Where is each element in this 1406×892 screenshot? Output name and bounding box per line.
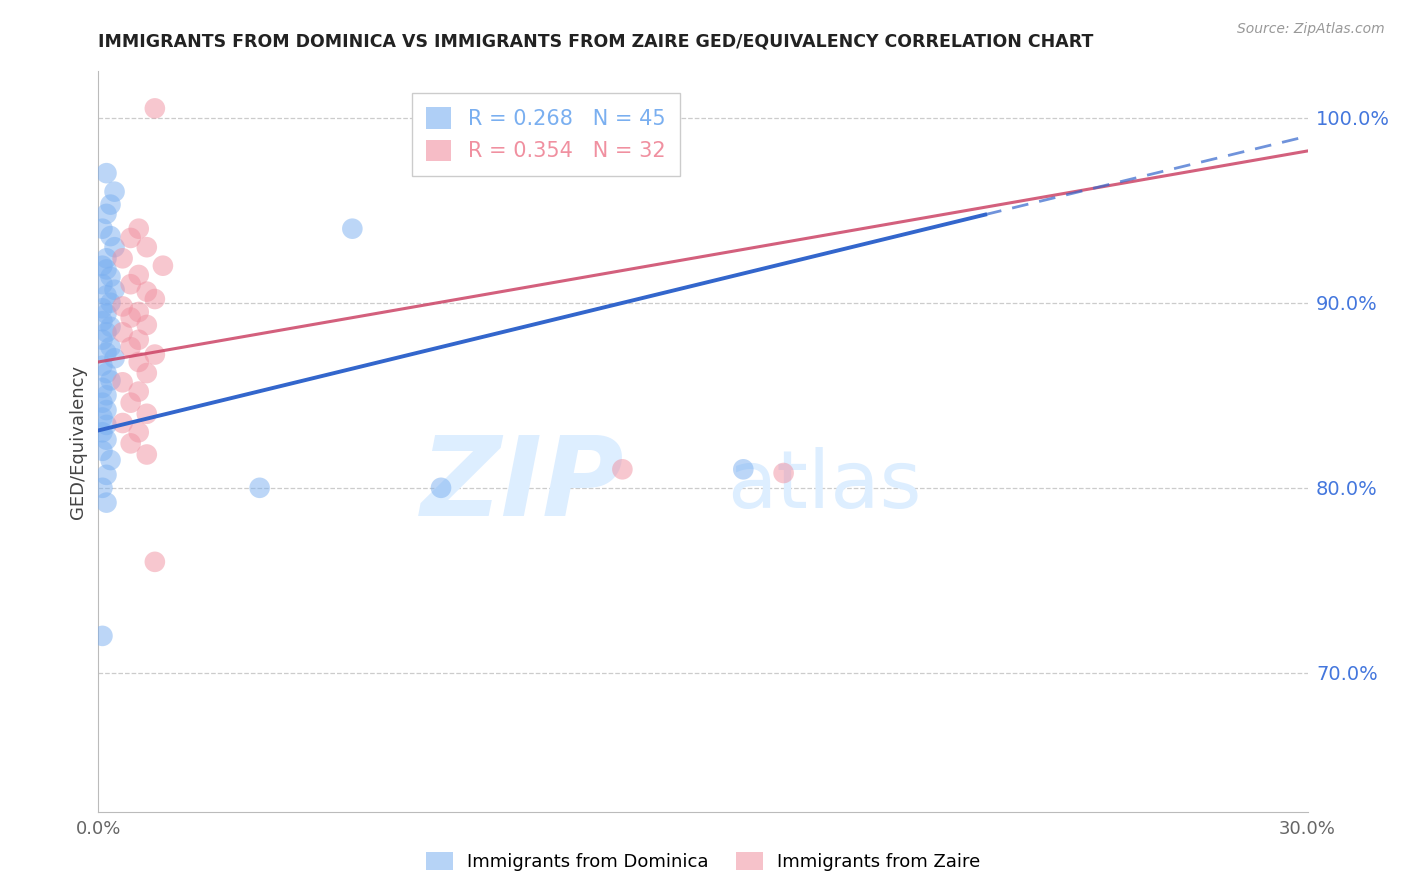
Point [342,221,364,235]
Point [91,425,114,440]
Point [135,448,157,462]
Point [772,466,794,480]
Point [612,462,634,476]
Point [100,197,122,211]
Point [96,388,118,402]
Point [91,443,114,458]
Point [143,102,166,116]
Point [111,300,134,314]
Point [430,481,453,495]
Text: ZIP: ZIP [420,433,624,540]
Point [91,410,114,425]
Point [128,305,150,319]
Point [733,462,755,476]
Point [103,240,125,254]
Text: atlas: atlas [727,447,921,525]
Point [96,417,118,432]
Point [96,467,118,482]
Point [135,366,157,380]
Legend: R = 0.268   N = 45, R = 0.354   N = 32: R = 0.268 N = 45, R = 0.354 N = 32 [412,93,681,176]
Point [96,166,118,180]
Legend: Immigrants from Dominica, Immigrants from Zaire: Immigrants from Dominica, Immigrants fro… [419,845,987,879]
Point [96,495,118,509]
Point [143,555,166,569]
Point [135,407,157,421]
Point [91,221,114,235]
Point [91,381,114,395]
Point [128,355,150,369]
Point [96,366,118,380]
Point [128,221,150,235]
Point [152,259,174,273]
Point [128,425,150,440]
Point [96,288,118,302]
Point [111,376,134,390]
Point [103,185,125,199]
Point [91,395,114,409]
Point [120,277,142,292]
Point [111,326,134,340]
Point [96,403,118,417]
Point [135,240,157,254]
Text: IMMIGRANTS FROM DOMINICA VS IMMIGRANTS FROM ZAIRE GED/EQUIVALENCY CORRELATION CH: IMMIGRANTS FROM DOMINICA VS IMMIGRANTS F… [98,32,1094,50]
Point [91,481,114,495]
Point [100,295,122,310]
Text: Source: ZipAtlas.com: Source: ZipAtlas.com [1237,22,1385,37]
Point [91,259,114,273]
Point [96,433,118,447]
Point [100,374,122,388]
Point [111,416,134,430]
Point [96,307,118,321]
Point [91,301,114,316]
Point [91,359,114,373]
Point [120,340,142,354]
Point [91,629,114,643]
Point [111,252,134,266]
Point [120,231,142,245]
Point [143,292,166,306]
Point [128,268,150,282]
Point [120,310,142,325]
Point [143,347,166,361]
Point [96,207,118,221]
Point [103,283,125,297]
Point [100,269,122,284]
Point [96,252,118,266]
Point [96,345,118,359]
Point [128,384,150,399]
Point [135,285,157,299]
Point [128,333,150,347]
Point [120,395,142,409]
Point [100,319,122,334]
Point [96,262,118,277]
Point [100,229,122,244]
Point [91,314,114,328]
Point [96,326,118,340]
Point [100,340,122,354]
Point [103,351,125,366]
Point [120,436,142,450]
Point [249,481,271,495]
Y-axis label: GED/Equivalency: GED/Equivalency [69,365,87,518]
Point [135,318,157,332]
Point [91,333,114,347]
Point [91,277,114,292]
Point [100,453,122,467]
